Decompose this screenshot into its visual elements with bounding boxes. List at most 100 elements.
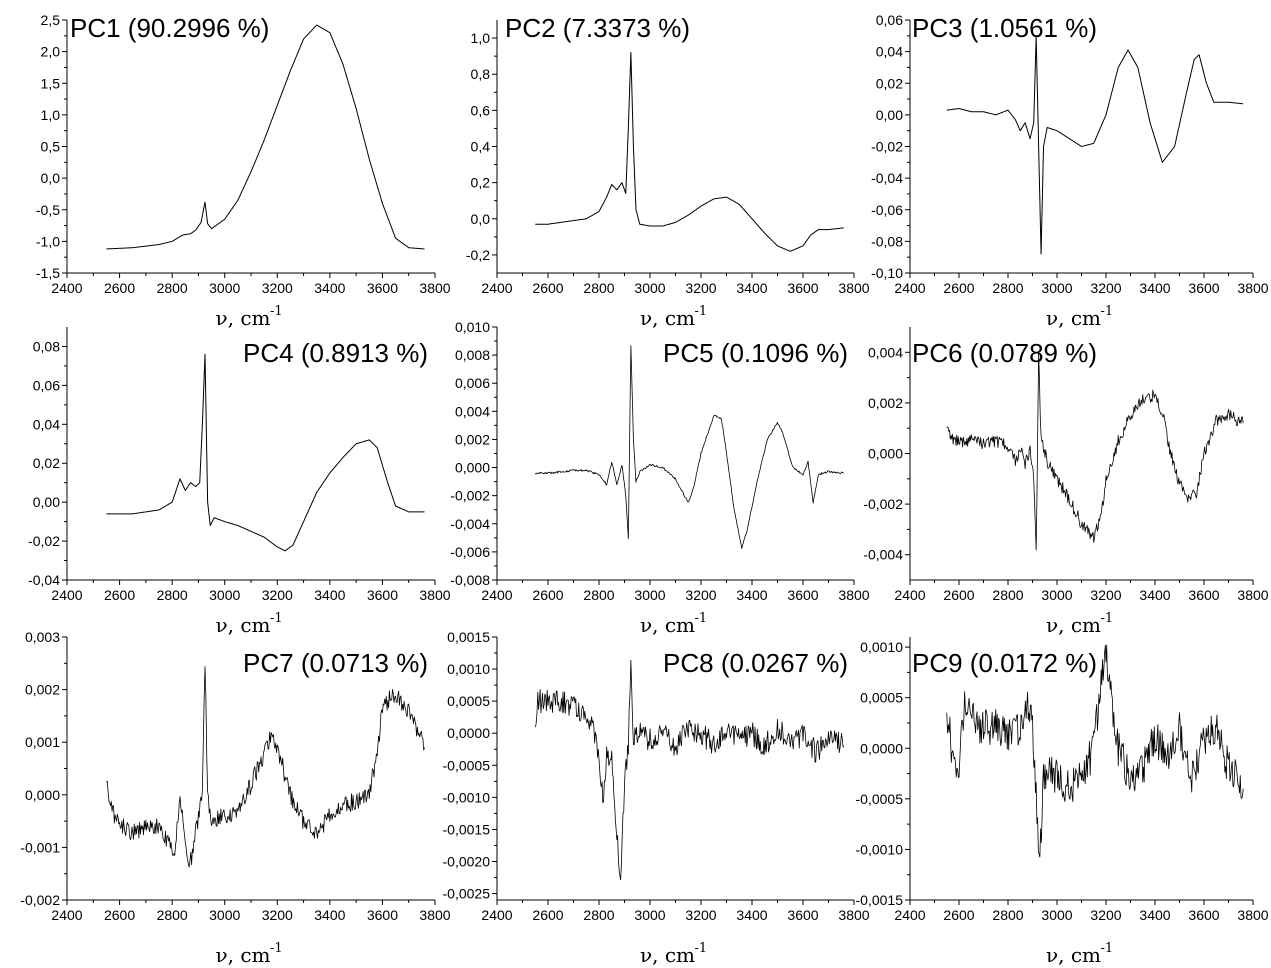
x-tick-label: 2600: [104, 907, 135, 923]
y-tick-label: 0,0015: [447, 629, 490, 645]
y-tick-label: -0,06: [871, 202, 903, 218]
y-tick-label: 0,002: [25, 682, 60, 698]
chart-panel-2: -0,2 0,0 0,2 0,4 0,6 0,8 1,0 2400 2600 2800 3000 32…: [466, 13, 870, 330]
x-tick-label: 3800: [838, 907, 869, 923]
x-tick-label: 3800: [838, 587, 869, 603]
series-line: [534, 345, 845, 549]
y-tick-label: -0,008: [450, 572, 490, 588]
x-axis-label: ν, cm: [215, 613, 270, 637]
x-axis-label-superscript: -1: [1101, 304, 1114, 319]
x-tick-label: 2400: [51, 907, 82, 923]
x-tick-label: 2600: [943, 907, 974, 923]
y-tick-label: -0,006: [450, 544, 490, 560]
y-tick-label: 0,000: [455, 460, 490, 476]
panel-title: PC8 (0.0267 %): [663, 648, 848, 678]
y-tick-label: 0,0000: [447, 725, 490, 741]
y-tick-label: -0,08: [871, 233, 903, 249]
y-tick-label: -0,004: [863, 547, 903, 563]
x-tick-label: 3200: [685, 280, 716, 296]
x-tick-label: 2800: [157, 280, 188, 296]
y-tick-label: 0,002: [455, 431, 490, 447]
x-tick-label: 2600: [943, 587, 974, 603]
x-tick-label: 3600: [787, 907, 818, 923]
x-tick-label: 3800: [1237, 907, 1268, 923]
x-axis-label: ν, cm: [215, 306, 270, 330]
x-tick-label: 3600: [787, 280, 818, 296]
y-tick-label: 0,0: [41, 170, 61, 186]
x-tick-label: 3200: [1090, 587, 1121, 603]
x-axis-label: ν, cm: [640, 306, 695, 330]
chart-panel-6: -0,004 -0,002 0,000 0,002 0,004 2400 2600 2800 3…: [863, 327, 1269, 637]
x-tick-label: 2800: [992, 587, 1023, 603]
x-tick-label: 3600: [1188, 280, 1219, 296]
y-tick-label: 0,04: [33, 416, 60, 432]
x-tick-label: 3800: [1237, 587, 1268, 603]
x-tick-label: 3200: [1090, 907, 1121, 923]
y-tick-label: -0,0015: [856, 892, 904, 908]
x-tick-label: 3200: [262, 280, 293, 296]
chart-panel-4: -0,04 -0,02 0,00 0,02 0,04 0,06 0,08 2400 2600 28…: [28, 327, 451, 637]
panel-title: PC3 (1.0561 %): [912, 13, 1097, 43]
y-tick-label: 1,0: [41, 107, 61, 123]
x-tick-label: 3000: [1041, 280, 1072, 296]
y-tick-label: 0,02: [876, 75, 903, 91]
x-tick-label: 3200: [1090, 280, 1121, 296]
y-tick-label: -0,0020: [443, 854, 491, 870]
x-tick-label: 3400: [736, 907, 767, 923]
y-tick-label: -0,5: [36, 202, 60, 218]
x-axis-label: ν, cm: [1046, 613, 1101, 637]
x-tick-label: 3800: [419, 587, 450, 603]
x-tick-label: 3000: [209, 587, 240, 603]
y-tick-label: 0,008: [455, 347, 490, 363]
y-tick-label: 0,003: [25, 629, 60, 645]
y-tick-label: -0,04: [871, 170, 903, 186]
y-tick-label: -0,0005: [443, 757, 491, 773]
panel-title: PC1 (90.2996 %): [70, 13, 269, 43]
x-tick-label: 3400: [736, 280, 767, 296]
series-line: [946, 644, 1244, 858]
y-tick-label: 0,04: [876, 44, 903, 60]
y-tick-label: 0,004: [455, 403, 490, 419]
x-tick-label: 3800: [419, 907, 450, 923]
y-tick-label: 0,010: [455, 319, 490, 335]
x-tick-label: 2600: [104, 280, 135, 296]
y-tick-label: -0,02: [28, 533, 60, 549]
y-tick-label: -0,0005: [856, 791, 904, 807]
series-line: [946, 352, 1244, 551]
x-tick-label: 3600: [787, 587, 818, 603]
x-tick-label: 2400: [481, 587, 512, 603]
x-tick-label: 3000: [209, 907, 240, 923]
series-line: [946, 35, 1244, 255]
x-tick-label: 3800: [419, 280, 450, 296]
x-tick-label: 3800: [1237, 280, 1268, 296]
x-tick-label: 3200: [262, 587, 293, 603]
x-tick-label: 2800: [583, 280, 614, 296]
x-tick-label: 3400: [314, 907, 345, 923]
x-tick-label: 3400: [1139, 587, 1170, 603]
x-tick-label: 3200: [685, 587, 716, 603]
chart-panel-9: -0,0015 -0,0010 -0,0005 0,0000 0,0005 0,0010 2…: [856, 637, 1269, 967]
x-axis-label-superscript: -1: [270, 611, 283, 626]
x-axis-label: ν, cm: [215, 943, 270, 967]
x-tick-label: 3600: [1188, 587, 1219, 603]
x-axis-label-superscript: -1: [270, 941, 283, 956]
x-tick-label: 3600: [367, 587, 398, 603]
x-tick-label: 3000: [209, 280, 240, 296]
series-line: [106, 666, 425, 868]
y-tick-label: 0,5: [41, 139, 61, 155]
x-tick-label: 2800: [992, 907, 1023, 923]
y-tick-label: 0,0005: [447, 693, 490, 709]
x-tick-label: 2400: [894, 587, 925, 603]
y-tick-label: 0,06: [876, 12, 903, 28]
y-tick-label: 0,6: [471, 102, 491, 118]
x-axis-label-superscript: -1: [1101, 941, 1114, 956]
x-tick-label: 2400: [481, 907, 512, 923]
x-tick-label: 3000: [634, 280, 665, 296]
y-tick-label: 0,006: [455, 375, 490, 391]
x-tick-label: 3800: [838, 280, 869, 296]
x-tick-label: 2600: [532, 587, 563, 603]
x-tick-label: 2400: [51, 587, 82, 603]
x-tick-label: 3400: [1139, 280, 1170, 296]
x-tick-label: 3000: [634, 587, 665, 603]
x-axis-label-superscript: -1: [695, 941, 708, 956]
